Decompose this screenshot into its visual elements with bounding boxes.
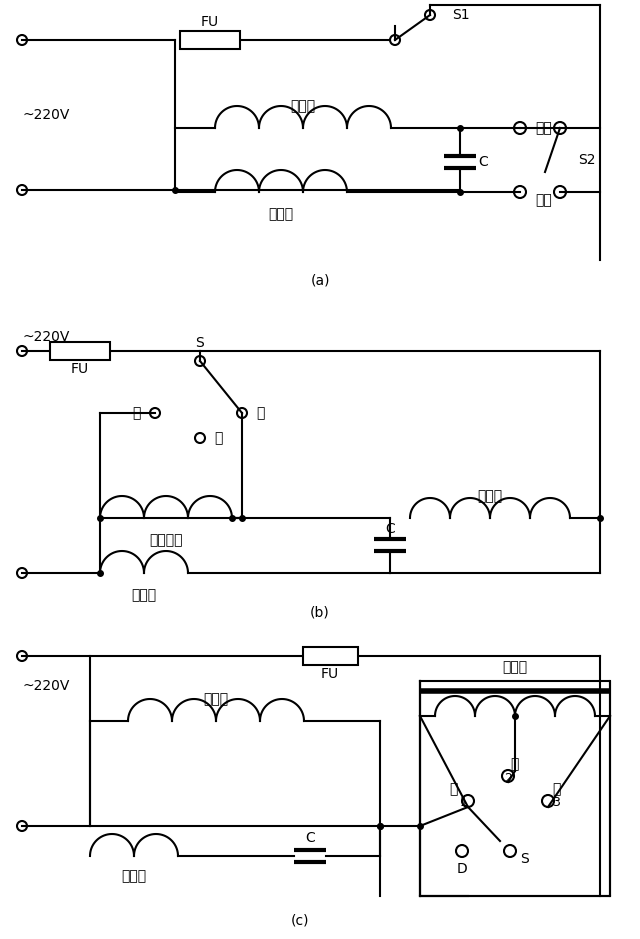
Text: 反转: 反转 (535, 193, 552, 207)
Text: ~220V: ~220V (22, 679, 69, 693)
Text: 副绕组: 副绕组 (268, 207, 294, 221)
Text: (c): (c) (291, 914, 309, 928)
Text: FU: FU (71, 362, 89, 376)
Text: 辅助绕组: 辅助绕组 (149, 533, 183, 547)
Text: 2: 2 (504, 772, 512, 784)
Text: 1: 1 (460, 796, 468, 809)
Bar (303, 647, 358, 665)
Text: 高: 高 (256, 406, 264, 420)
Text: 副绕组: 副绕组 (122, 869, 147, 883)
Text: C: C (385, 522, 395, 536)
Text: 主绕组: 主绕组 (477, 489, 502, 503)
Text: S: S (520, 852, 529, 866)
Text: 电抗器: 电抗器 (502, 660, 527, 674)
Text: ~220V: ~220V (22, 330, 69, 344)
Text: C: C (305, 831, 315, 845)
Text: 3: 3 (552, 796, 560, 809)
Text: 高: 高 (450, 782, 458, 796)
Bar (50, 342, 110, 360)
Bar (180, 31, 240, 49)
Text: S1: S1 (452, 8, 470, 22)
Text: 中: 中 (214, 431, 222, 445)
Text: S2: S2 (578, 153, 595, 167)
Text: ~220V: ~220V (22, 108, 69, 122)
Text: 中: 中 (510, 757, 518, 771)
Text: 主绕组: 主绕组 (291, 99, 316, 113)
Text: 低: 低 (132, 406, 141, 420)
Text: 正转: 正转 (535, 121, 552, 135)
Text: FU: FU (201, 15, 219, 29)
Text: (a): (a) (310, 273, 330, 287)
Text: 副绕组: 副绕组 (131, 588, 157, 602)
Text: D: D (456, 862, 467, 876)
Text: S: S (196, 336, 204, 350)
Text: 主绕组: 主绕组 (204, 692, 228, 706)
Text: C: C (478, 155, 488, 169)
Text: 低: 低 (552, 782, 561, 796)
Text: (b): (b) (310, 606, 330, 620)
Text: FU: FU (321, 667, 339, 681)
